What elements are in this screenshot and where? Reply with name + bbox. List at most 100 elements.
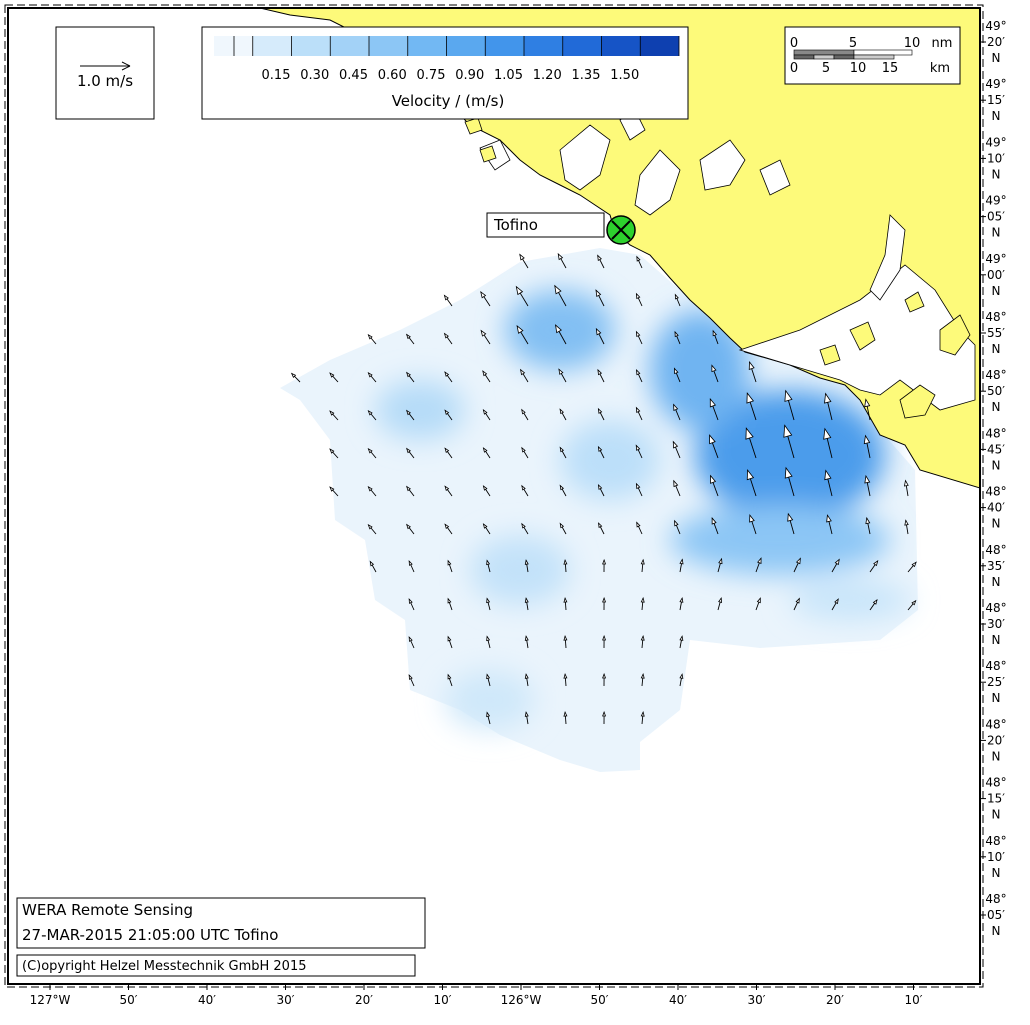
color-bar-segment [524,36,563,56]
velocity-vector [746,392,757,421]
latitude-labels: 49° 20′ N 49° 15′ N 49° 10′ N 49° 05′ N 49° 00′ N 48° 55… [980,19,1007,938]
velocity-vector [482,523,491,535]
velocity-vector [524,597,529,611]
velocity-vector [444,409,453,421]
velocity-vector [597,445,605,459]
velocity-vector [521,522,529,535]
latitude-label: 48° [985,543,1006,557]
velocity-vector [903,479,909,497]
velocity-vector [673,367,681,383]
longitude-label: 40′ [198,993,216,1007]
velocity-vector [524,673,529,687]
latitude-label: 49° [985,19,1006,33]
velocity-vector [480,329,491,345]
island [819,344,841,366]
velocity-vector [679,596,684,611]
velocity-vector [559,522,567,535]
km-tick-15: 15 [882,61,899,76]
velocity-vector [863,434,871,459]
inlet [559,124,611,191]
velocity-vector [406,523,415,535]
info-line-1: WERA Remote Sensing [22,901,193,919]
velocity-vector [711,364,719,383]
color-bar-tick: 0.75 [417,68,446,83]
velocity-vector [563,672,568,687]
longitude-label: 126°W [501,993,542,1007]
velocity-vector [636,521,643,535]
velocity-vector [712,329,719,345]
velocity-vector [521,446,529,459]
velocity-vector [406,409,415,421]
longitude-label: 50′ [120,993,138,1007]
tofino-station[interactable]: Tofino [486,212,636,245]
latitude-label: N [992,517,1001,531]
color-bar-ticks: 0.15 0.30 0.45 0.60 0.75 0.90 1.05 1.20 1.35 1.50 [233,36,680,83]
velocity-vector [864,398,871,421]
velocity-vector [745,427,757,459]
color-bar-tick: 1.05 [494,68,523,83]
latitude-label: 45′ [987,442,1005,456]
velocity-vector [640,672,645,687]
velocity-vector [447,673,453,687]
velocity-vector [408,560,415,573]
color-bar-segment [252,36,292,56]
color-bar-segment [291,36,331,56]
latitude-label: N [992,691,1001,705]
color-bar-tick: 1.50 [610,68,639,83]
station-cross-icon [611,220,631,240]
velocity-vector [443,294,453,307]
longitude-label: 20′ [826,993,844,1007]
velocity-vector [831,598,839,611]
velocity-vector [784,466,795,497]
velocity-vector [367,371,377,383]
latitude-label: 48° [985,368,1006,382]
inlet [634,149,681,216]
latitude-label: 49° [985,77,1006,91]
velocity-vector [749,514,757,535]
velocity-vector [563,710,568,725]
latitude-label: 48° [985,776,1006,790]
velocity-vector [447,559,453,573]
velocity-vector [907,561,917,573]
velocity-vector [823,427,833,459]
velocity-vector [486,597,491,611]
velocity-vector [679,635,684,649]
velocity-vector [787,512,795,535]
velocity-vector [907,599,917,611]
velocity-vector [635,330,643,345]
velocity-vector [563,634,568,649]
color-bar-segment [214,36,253,56]
velocity-vector [444,447,453,459]
velocity-vector [486,711,491,725]
latitude-label: 25′ [987,675,1005,689]
latitude-label: 49° [985,135,1006,149]
color-bar-segment [446,36,486,56]
velocity-vector [597,407,605,421]
velocity-vector [486,559,491,573]
velocity-vector [524,711,529,725]
velocity-vector [447,597,453,611]
latitude-label: 20′ [987,733,1005,747]
nm-tick-10: 10 [904,36,921,51]
latitude-label: N [992,924,1001,938]
velocity-vector [563,596,568,611]
velocity-vector [673,479,681,497]
velocity-vector [554,284,567,307]
velocity-vector [482,447,491,459]
latitude-label: 10′ [987,151,1005,165]
velocity-vector [367,333,377,345]
latitude-label: N [992,109,1001,123]
velocity-vector [640,634,645,649]
info-line-2: 27-MAR-2015 21:05:00 UTC Tofino [22,926,278,944]
velocity-vector [640,558,645,573]
velocity-vector [709,397,719,421]
latitude-label: 48° [985,310,1006,324]
latitude-label: 50′ [987,384,1005,398]
velocity-vector [597,254,605,269]
coverage-area [280,248,918,772]
color-bar-tick: 0.30 [300,68,329,83]
velocity-vector [597,368,605,383]
latitude-label: 05′ [987,908,1005,922]
velocity-vector [486,635,491,649]
latitude-label: 20′ [987,35,1005,49]
